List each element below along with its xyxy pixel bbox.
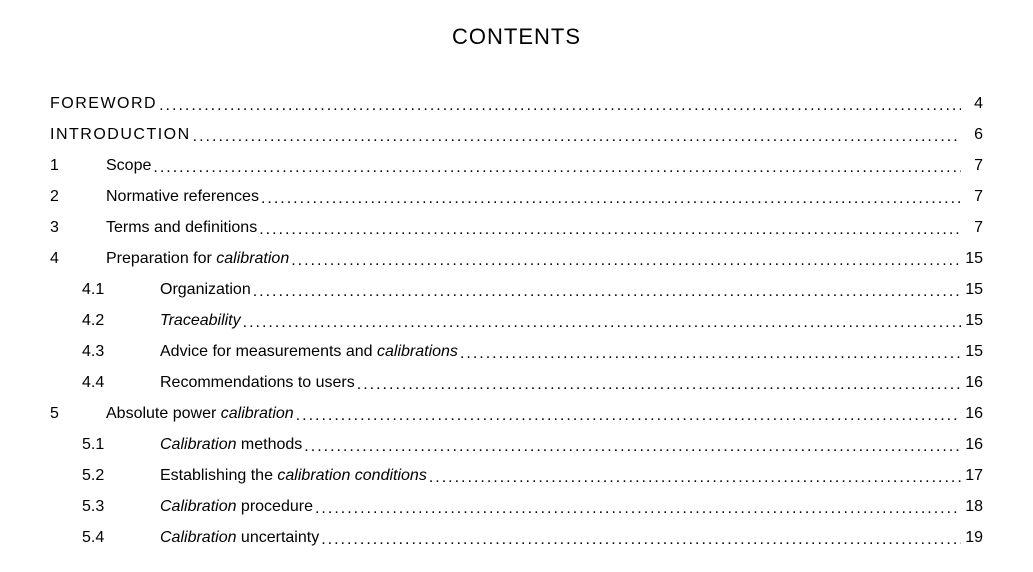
toc-entry-label: Absolute power calibration [106, 406, 294, 422]
toc-entry: 4.3Advice for measurements and calibrati… [50, 344, 983, 360]
toc-entry: 5.4Calibration uncertainty 19 [50, 530, 983, 546]
toc-entry: 4.1Organization 15 [50, 282, 983, 298]
toc-entry-page: 6 [961, 127, 983, 143]
toc-entry-label: Preparation for calibration [106, 251, 289, 267]
toc-entry-page: 7 [961, 189, 983, 205]
toc-entry-label: Establishing the calibration conditions [160, 468, 427, 484]
toc-entry-number: 4.4 [82, 375, 160, 391]
toc-leader-dots [151, 160, 961, 176]
toc-leader-dots [294, 408, 961, 424]
toc-entry-number: 5.1 [82, 437, 160, 453]
toc-entry-page: 15 [961, 344, 983, 360]
toc-leader-dots [302, 439, 961, 455]
toc-entry-page: 19 [961, 530, 983, 546]
toc-entry: 4.4Recommendations to users 16 [50, 375, 983, 391]
toc-entry: INTRODUCTION 6 [50, 127, 983, 143]
toc-leader-dots [257, 222, 961, 238]
toc-entry-page: 16 [961, 437, 983, 453]
toc-entry-number: 2 [50, 189, 106, 205]
toc-leader-dots [157, 98, 961, 114]
toc-entry-label: Recommendations to users [160, 375, 355, 391]
toc-leader-dots [458, 346, 961, 362]
toc-entry: 5.3Calibration procedure 18 [50, 499, 983, 515]
toc-entry-number: 4 [50, 251, 106, 267]
toc-entry-page: 18 [961, 499, 983, 515]
toc-leader-dots [319, 532, 961, 548]
toc-leader-dots [251, 284, 961, 300]
toc-entry: 5.1Calibration methods 16 [50, 437, 983, 453]
toc-entry-number: 4.1 [82, 282, 160, 298]
toc-leader-dots [355, 377, 961, 393]
toc-entry-number: 1 [50, 158, 106, 174]
toc-entry-number: 5.2 [82, 468, 160, 484]
page: CONTENTS FOREWORD4INTRODUCTION61Scope72N… [0, 0, 1033, 572]
toc-entry-page: 15 [961, 313, 983, 329]
toc-entry-label: Advice for measurements and calibrations [160, 344, 458, 360]
toc-entry-label: Terms and definitions [106, 220, 257, 236]
toc-entry: 3Terms and definitions 7 [50, 220, 983, 236]
toc-entry: 1Scope 7 [50, 158, 983, 174]
toc-entry-label: INTRODUCTION [50, 127, 191, 143]
toc-leader-dots [259, 191, 961, 207]
toc-entry-number: 5.3 [82, 499, 160, 515]
toc-entry-page: 4 [961, 96, 983, 112]
toc-entry-page: 16 [961, 375, 983, 391]
toc-leader-dots [289, 253, 961, 269]
toc-entry-page: 17 [961, 468, 983, 484]
toc-entry-label: FOREWORD [50, 96, 157, 112]
toc-entry-number: 3 [50, 220, 106, 236]
toc-entry-label: Scope [106, 158, 151, 174]
toc-entry-label: Traceability [160, 313, 241, 329]
toc-entry: 2Normative references 7 [50, 189, 983, 205]
toc-entry-label: Organization [160, 282, 251, 298]
page-title: CONTENTS [50, 24, 983, 50]
toc-entry-page: 15 [961, 251, 983, 267]
toc-leader-dots [241, 315, 961, 331]
toc-entry: 5Absolute power calibration 16 [50, 406, 983, 422]
toc-entry-label: Calibration procedure [160, 499, 313, 515]
toc-list: FOREWORD4INTRODUCTION61Scope72Normative … [50, 96, 983, 546]
toc-entry: 5.2Establishing the calibration conditio… [50, 468, 983, 484]
toc-leader-dots [191, 129, 961, 145]
toc-entry-label: Normative references [106, 189, 259, 205]
toc-entry-page: 15 [961, 282, 983, 298]
toc-entry: FOREWORD 4 [50, 96, 983, 112]
toc-leader-dots [427, 470, 961, 486]
toc-entry: 4.2Traceability 15 [50, 313, 983, 329]
toc-entry: 4Preparation for calibration 15 [50, 251, 983, 267]
toc-entry-label: Calibration uncertainty [160, 530, 319, 546]
toc-entry-number: 5 [50, 406, 106, 422]
toc-entry-page: 7 [961, 158, 983, 174]
toc-entry-page: 16 [961, 406, 983, 422]
toc-entry-label: Calibration methods [160, 437, 302, 453]
toc-leader-dots [313, 501, 961, 517]
toc-entry-page: 7 [961, 220, 983, 236]
toc-entry-number: 5.4 [82, 530, 160, 546]
toc-entry-number: 4.3 [82, 344, 160, 360]
toc-entry-number: 4.2 [82, 313, 160, 329]
